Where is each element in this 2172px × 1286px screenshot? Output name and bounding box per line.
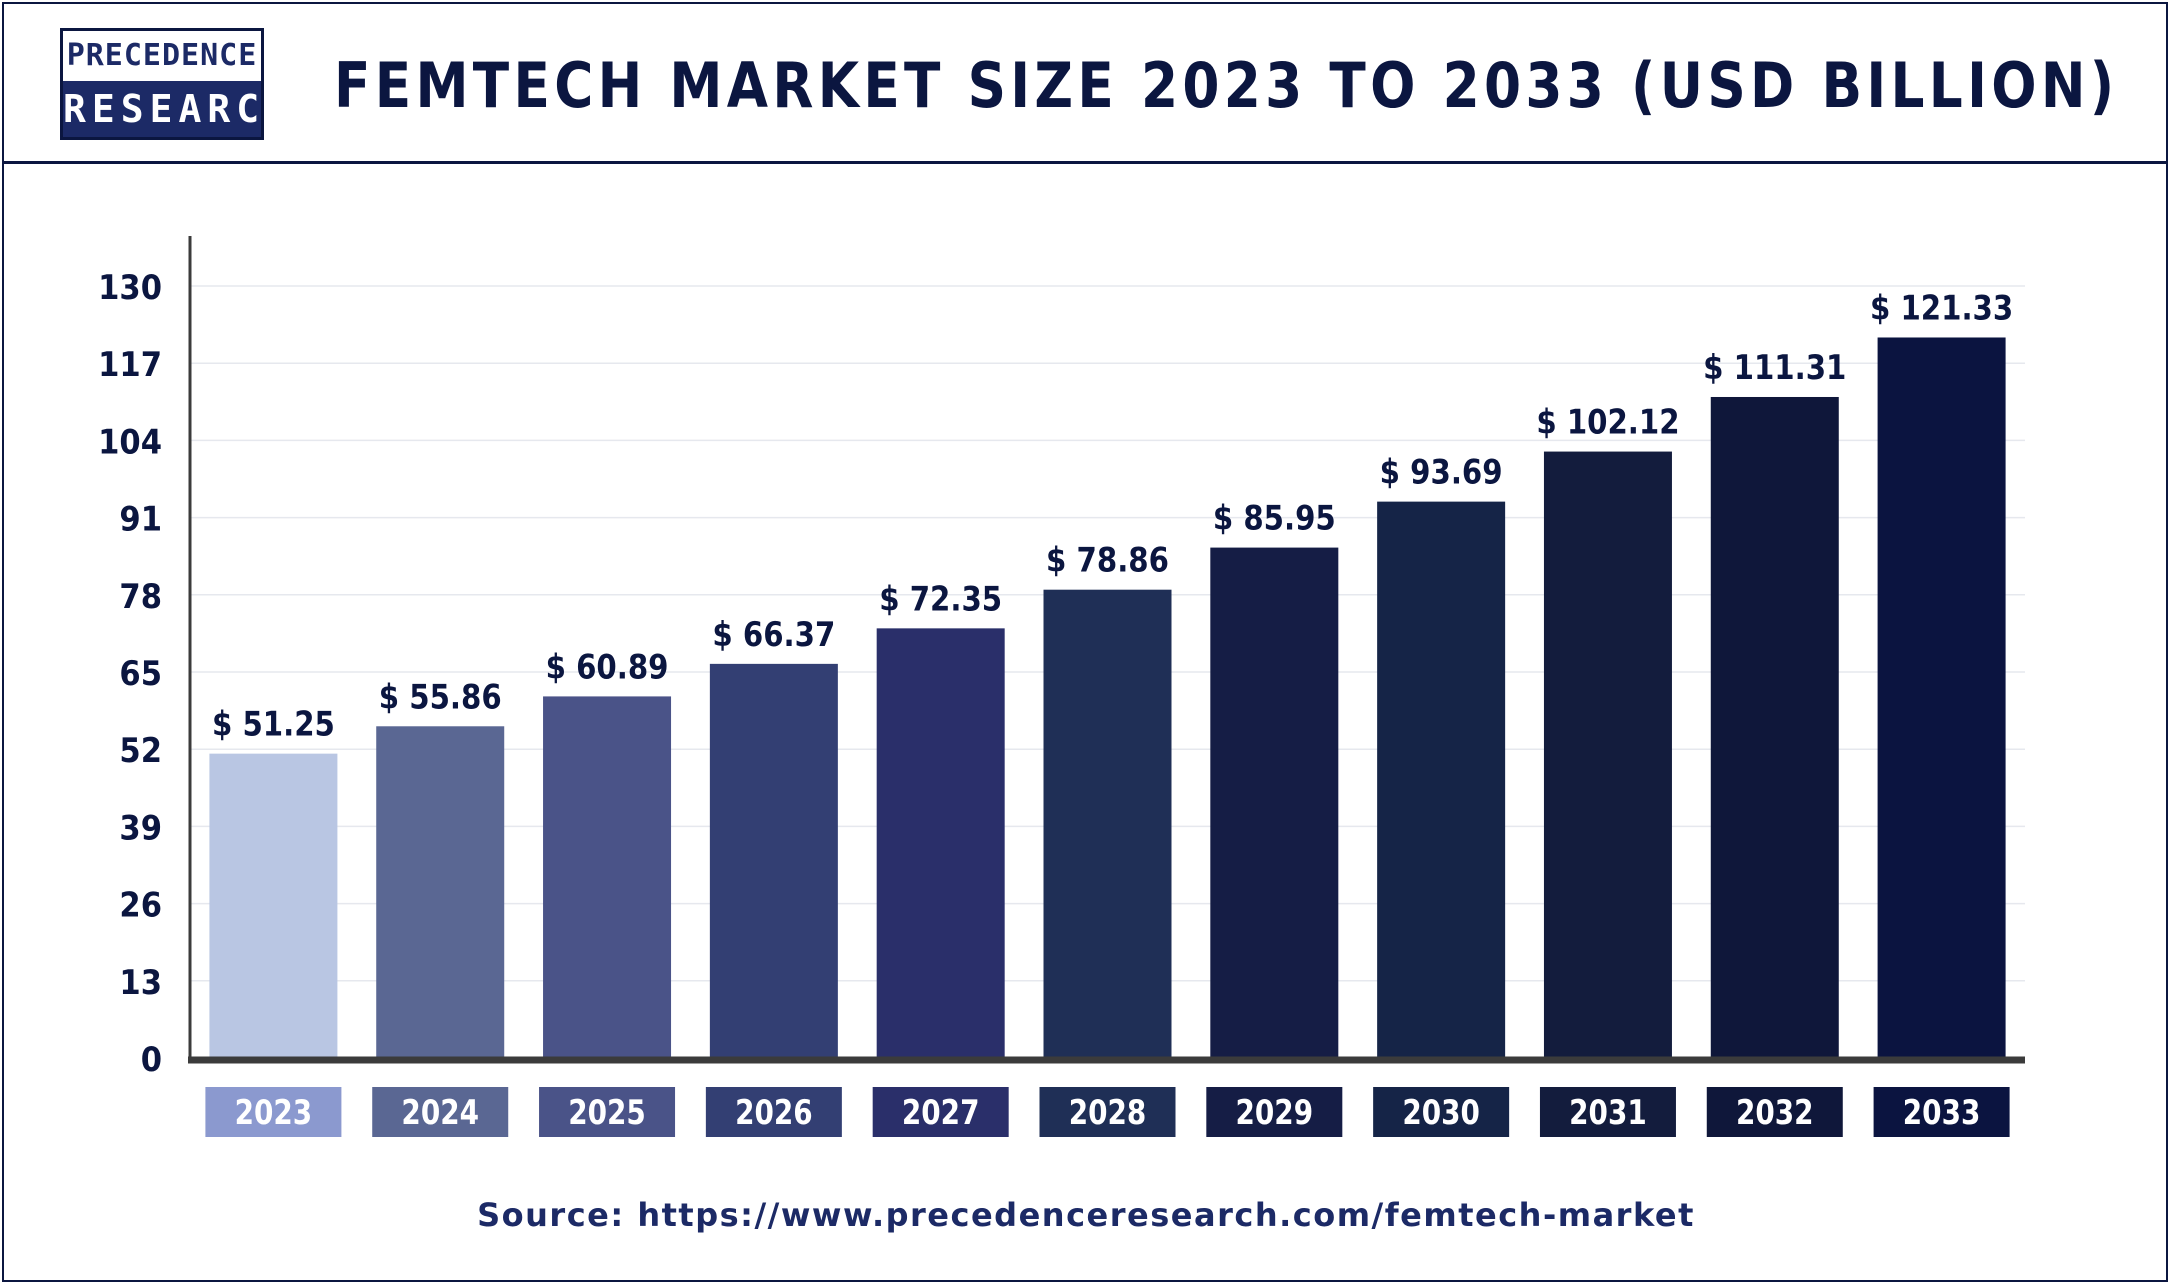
logo-line-1: PRECEDENCE xyxy=(63,31,261,81)
x-label-box xyxy=(539,1087,676,1137)
x-label-box xyxy=(1706,1087,1843,1137)
x-label-box xyxy=(705,1087,842,1137)
x-tick-label: 2027 xyxy=(902,1093,980,1132)
data-label: $ 111.31 xyxy=(1703,349,1846,388)
x-label-box xyxy=(872,1087,1009,1137)
x-tick-label: 2024 xyxy=(401,1093,479,1132)
chart-title: FEMTECH MARKET SIZE 2023 TO 2033 (USD BI… xyxy=(334,49,2119,122)
data-label: $ 72.35 xyxy=(879,580,1002,619)
x-label-box xyxy=(1039,1087,1176,1137)
data-label: $ 121.33 xyxy=(1870,289,2013,328)
bar-2029 xyxy=(1210,547,1339,1058)
data-label: $ 85.95 xyxy=(1213,500,1336,539)
bar-2033 xyxy=(1877,337,2006,1058)
x-label-box xyxy=(205,1087,342,1137)
y-tick-label: 0 xyxy=(141,1040,162,1080)
bar-2030 xyxy=(1377,501,1506,1058)
bar-2032 xyxy=(1710,396,1839,1058)
brand-logo: PRECEDENCE RESEARCH xyxy=(60,28,288,140)
y-tick-label: 104 xyxy=(98,422,162,462)
y-tick-label: 91 xyxy=(119,500,162,540)
data-label: $ 78.86 xyxy=(1046,542,1169,581)
x-tick-label: 2033 xyxy=(1903,1093,1981,1132)
x-tick-label: 2031 xyxy=(1569,1093,1647,1132)
y-tick-label: 39 xyxy=(119,808,162,848)
source-note: Source: https://www.precedenceresearch.c… xyxy=(477,1196,1695,1234)
data-label: $ 55.86 xyxy=(379,678,502,717)
data-label: $ 66.37 xyxy=(712,616,835,655)
header: PRECEDENCE RESEARCH FEMTECH MARKET SIZE … xyxy=(4,4,2166,164)
bar-2027 xyxy=(876,628,1005,1058)
data-label: $ 102.12 xyxy=(1536,404,1679,443)
data-label: $ 60.89 xyxy=(546,648,669,687)
bar-2023 xyxy=(209,753,338,1058)
x-label-box xyxy=(372,1087,509,1137)
x-tick-label: 2025 xyxy=(568,1093,646,1132)
bar-2026 xyxy=(709,663,838,1058)
x-label-box xyxy=(1539,1087,1676,1137)
x-tick-label: 2030 xyxy=(1402,1093,1480,1132)
x-tick-label: 2029 xyxy=(1236,1093,1314,1132)
x-tick-label: 2023 xyxy=(235,1093,313,1132)
x-tick-label: 2028 xyxy=(1069,1093,1147,1132)
x-label-box xyxy=(1373,1087,1510,1137)
x-label-box xyxy=(1873,1087,2010,1137)
x-tick-label: 2032 xyxy=(1736,1093,1814,1132)
bar-2024 xyxy=(376,726,505,1058)
bar-2025 xyxy=(543,696,672,1058)
x-tick-label: 2026 xyxy=(735,1093,813,1132)
y-tick-label: 117 xyxy=(98,345,162,385)
data-label: $ 51.25 xyxy=(212,706,335,745)
y-tick-label: 26 xyxy=(119,886,162,926)
x-label-box xyxy=(1206,1087,1343,1137)
logo-line-2: RESEARCH xyxy=(63,81,288,137)
data-label: $ 93.69 xyxy=(1380,454,1503,493)
bar-2031 xyxy=(1543,451,1672,1058)
bar-2028 xyxy=(1043,589,1172,1058)
y-tick-label: 78 xyxy=(119,577,162,617)
y-tick-label: 13 xyxy=(119,963,162,1003)
y-tick-label: 52 xyxy=(119,731,162,771)
y-tick-label: 65 xyxy=(119,654,162,694)
y-tick-label: 130 xyxy=(98,268,162,308)
